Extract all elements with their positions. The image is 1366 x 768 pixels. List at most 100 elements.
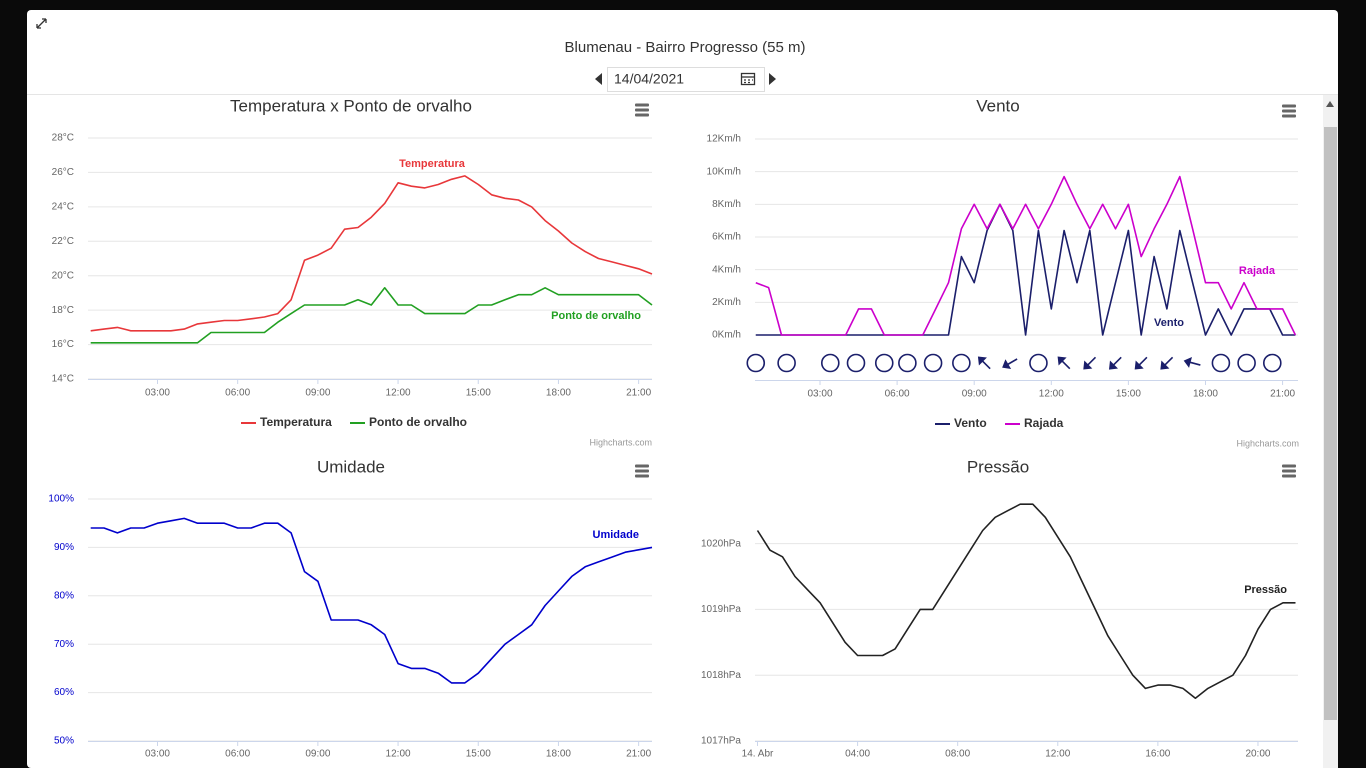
chart-menu[interactable] <box>635 464 649 478</box>
y-tick-label: 24°C <box>52 201 74 212</box>
x-tick-label: 06:00 <box>225 388 250 399</box>
next-day[interactable] <box>769 73 776 85</box>
x-tick-label: 21:00 <box>626 749 651 760</box>
chart-menu[interactable] <box>1282 464 1296 478</box>
menu-bar <box>635 108 649 112</box>
credits: Highcharts.com <box>1236 438 1299 448</box>
menu-bar <box>635 474 649 478</box>
x-tick-label: 09:00 <box>305 388 330 399</box>
menu-bar <box>635 103 649 107</box>
date-input[interactable] <box>607 67 765 92</box>
wind-arrow <box>1002 358 1018 370</box>
menu-bar <box>1282 109 1296 113</box>
legend-item[interactable]: Temperatura <box>241 415 332 429</box>
y-tick-label: 90% <box>54 542 74 553</box>
x-tick-label: 15:00 <box>466 749 491 760</box>
series-line <box>90 287 653 344</box>
modal <box>27 10 1338 768</box>
calendar-icon[interactable] <box>740 72 756 86</box>
series-line <box>755 175 1297 336</box>
y-tick-label: 1018hPa <box>701 670 741 681</box>
y-tick-label: 26°C <box>52 167 74 178</box>
wind-arrow <box>1134 356 1148 370</box>
x-tick-label: 21:00 <box>626 388 651 399</box>
y-tick-label: 18°C <box>52 305 74 316</box>
chart-menu[interactable] <box>635 103 649 117</box>
scroll-up[interactable] <box>1326 101 1334 107</box>
x-tick-label: 12:00 <box>1045 749 1070 760</box>
x-tick-label: 15:00 <box>1116 389 1141 400</box>
chart-menu[interactable] <box>1282 104 1296 118</box>
x-tick-label: 06:00 <box>885 389 910 400</box>
credits: Highcharts.com <box>589 437 652 447</box>
y-tick-label: 14°C <box>52 374 74 385</box>
y-tick-label: 10Km/h <box>707 166 741 177</box>
y-tick-label: 2Km/h <box>712 297 741 308</box>
y-tick-label: 0Km/h <box>712 330 741 341</box>
y-tick-label: 12Km/h <box>707 134 741 145</box>
x-tick-label: 06:00 <box>225 749 250 760</box>
legend-item[interactable]: Rajada <box>1005 416 1064 430</box>
wind-arrow <box>1183 356 1201 368</box>
x-tick-label: 20:00 <box>1245 749 1270 760</box>
legend-item[interactable]: Ponto de orvalho <box>350 415 467 429</box>
wind-arrow <box>977 356 991 370</box>
calm-marker <box>874 353 894 373</box>
series-label: Umidade <box>593 529 639 541</box>
chart-title: Pressão <box>967 457 1029 476</box>
y-tick-label: 1017hPa <box>701 736 741 747</box>
date-text: 14/04/2021 <box>614 71 684 87</box>
y-tick-label: 80% <box>54 590 74 601</box>
x-tick-label: 18:00 <box>1193 389 1218 400</box>
calm-marker <box>952 353 971 373</box>
calm-marker <box>1237 353 1256 373</box>
series-line <box>756 503 1296 699</box>
y-tick-label: 22°C <box>52 236 74 247</box>
wind-arrow <box>1160 356 1174 370</box>
x-tick-label: 15:00 <box>466 388 491 399</box>
page-title: Blumenau - Bairro Progresso (55 m) <box>565 39 806 56</box>
legend-label: Vento <box>954 416 987 430</box>
menu-bar <box>1282 464 1296 468</box>
series-label: Temperatura <box>399 158 466 170</box>
y-tick-label: 100% <box>48 494 74 505</box>
calm-marker <box>820 353 840 373</box>
x-tick-label: 03:00 <box>145 388 170 399</box>
y-tick-label: 1020hPa <box>701 538 741 549</box>
x-tick-label: 09:00 <box>962 389 987 400</box>
y-tick-label: 20°C <box>52 270 74 281</box>
legend-item[interactable]: Vento <box>935 416 987 430</box>
x-tick-label: 18:00 <box>546 749 571 760</box>
scrollbar-thumb[interactable] <box>1324 127 1337 720</box>
x-tick-label: 09:00 <box>305 749 330 760</box>
calm-marker <box>1211 353 1231 373</box>
legend-label: Temperatura <box>260 415 332 429</box>
x-tick-label: 12:00 <box>386 749 411 760</box>
series-label: Ponto de orvalho <box>551 310 641 322</box>
x-tick-label: 03:00 <box>808 389 833 400</box>
calm-marker <box>1263 353 1282 373</box>
y-tick-label: 1019hPa <box>701 604 741 615</box>
prev-day[interactable] <box>595 73 602 85</box>
chart-title: Vento <box>976 96 1020 115</box>
y-tick-label: 50% <box>54 736 74 747</box>
series-label: Pressão <box>1244 584 1287 596</box>
x-tick-label: 14. Abr <box>742 749 774 760</box>
y-tick-label: 28°C <box>52 133 74 144</box>
legend-label: Rajada <box>1024 416 1064 430</box>
series-line <box>90 175 653 332</box>
y-tick-label: 60% <box>54 687 74 698</box>
close-icon[interactable] <box>36 18 47 29</box>
chart-title: Umidade <box>317 457 385 476</box>
x-tick-label: 21:00 <box>1270 389 1295 400</box>
wind-arrow <box>1108 356 1122 370</box>
calm-marker <box>846 353 866 373</box>
y-tick-label: 16°C <box>52 339 74 350</box>
menu-bar <box>635 113 649 117</box>
y-tick-label: 70% <box>54 639 74 650</box>
x-tick-label: 12:00 <box>1039 389 1064 400</box>
series-line <box>90 517 653 684</box>
calm-marker <box>923 353 943 373</box>
